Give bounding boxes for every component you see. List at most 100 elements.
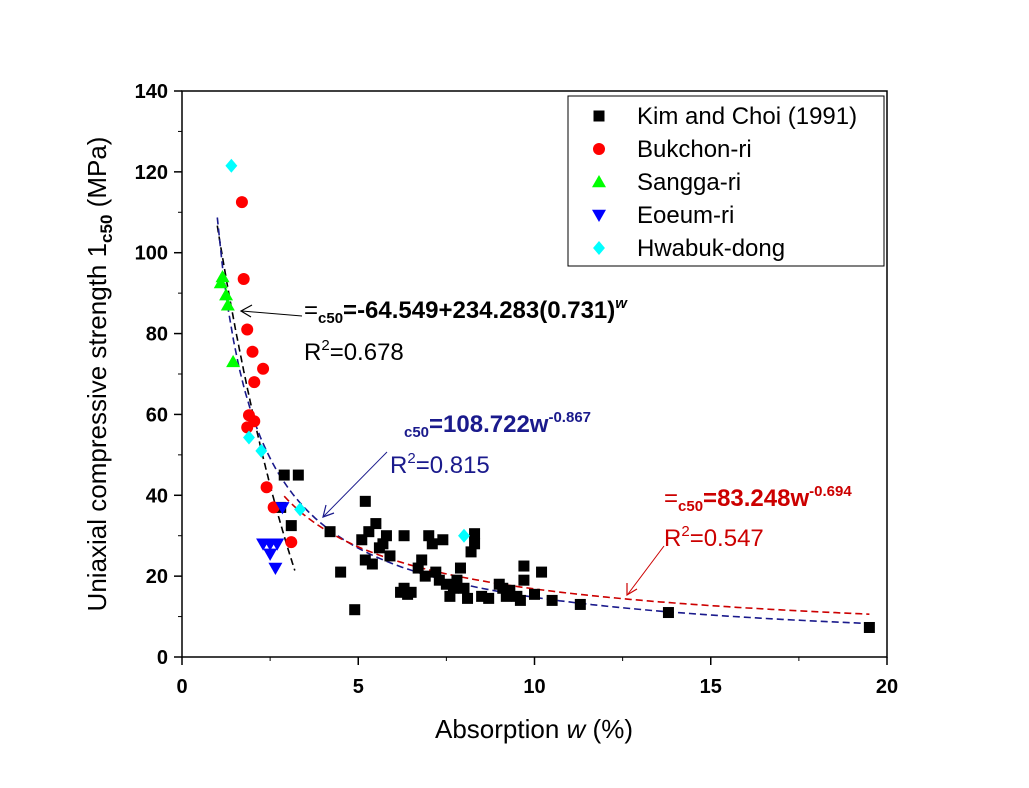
fit-blue-curve [216, 217, 870, 625]
data-point [292, 469, 304, 481]
legend-item: Kim and Choi (1991) [593, 103, 857, 130]
x-tick-label: 5 [353, 676, 364, 698]
y-tick-label: 140 [135, 81, 168, 103]
eq-blue-arrowhead [322, 504, 335, 518]
eq-red-arrowhead [626, 583, 638, 597]
data-point [426, 538, 438, 550]
data-point [380, 530, 392, 542]
legend-label: Hwabuk-dong [637, 235, 785, 262]
data-point [268, 562, 283, 576]
data-point [267, 501, 280, 514]
x-axis-ticks: 0 5 10 15 20 [176, 657, 898, 698]
legend-label: Bukchon-ri [637, 136, 752, 163]
legend-item: Hwabuk-dong [593, 235, 785, 262]
data-point [335, 566, 347, 578]
x-tick-label: 15 [700, 676, 722, 698]
legend-label: Kim and Choi (1991) [637, 103, 857, 130]
series-1 [235, 196, 298, 549]
legend-marker [593, 241, 605, 255]
data-point [398, 530, 410, 542]
y-tick-label: 120 [135, 162, 168, 184]
series-2 [213, 269, 241, 368]
y-tick-label: 100 [135, 243, 168, 265]
data-point [529, 588, 540, 600]
data-point [215, 269, 230, 283]
eq-black-arrow [241, 310, 303, 317]
y-axis-title: Uniaxial compressive strength 1c50 (MPa) [82, 137, 116, 612]
data-point [356, 534, 368, 546]
legend-label: Sangga-ri [637, 169, 741, 196]
legend-item: Bukchon-ri [593, 136, 752, 163]
data-point [241, 323, 254, 336]
legend-item: Eoeum-ri [592, 202, 734, 229]
legend-item: Sangga-ri [592, 169, 741, 196]
legend-marker [593, 110, 605, 122]
legend-box [567, 95, 885, 267]
data-point [500, 590, 512, 602]
data-point [476, 590, 488, 602]
data-point [294, 502, 307, 517]
series-4 [225, 158, 470, 543]
data-point [384, 550, 396, 562]
data-point [465, 546, 477, 558]
eq-red-formula: =c50=83.248w-0.694 [664, 483, 852, 515]
annotations: =c50=-64.549+234.283(0.731)w R2=0.678 c5… [239, 295, 852, 597]
y-tick-label: 20 [146, 566, 168, 588]
data-point [469, 528, 481, 540]
data-point [546, 594, 558, 606]
data-point [255, 443, 268, 458]
data-point [359, 495, 371, 507]
data-point [458, 528, 470, 543]
data-point [469, 538, 481, 550]
data-point [419, 570, 431, 582]
x-tick-label: 20 [876, 676, 898, 698]
data-point [359, 554, 371, 566]
data-point [398, 582, 410, 594]
data-point [504, 584, 516, 596]
y-tick-label: 40 [146, 485, 168, 507]
data-point [260, 481, 273, 494]
data-point [412, 562, 424, 574]
data-point [324, 526, 336, 538]
y-tick-label: 0 [157, 647, 168, 669]
data-point [863, 621, 875, 633]
y-tick-label: 80 [146, 324, 168, 346]
data-points [213, 158, 875, 633]
data-point [275, 502, 290, 515]
data-point [270, 538, 285, 551]
data-point [237, 272, 250, 285]
data-point [363, 526, 375, 538]
eq-red-r2: R2=0.547 [664, 523, 764, 552]
legend: Kim and Choi (1991) Bukchon-ri Sangga-ri Eo… [592, 103, 857, 262]
eq-black-formula: =c50=-64.549+234.283(0.731)w [304, 295, 628, 327]
data-point [518, 560, 530, 572]
fit-lines [216, 217, 870, 625]
fit-black-curve [216, 225, 296, 571]
data-point [248, 376, 261, 389]
data-point [423, 530, 435, 542]
data-point [444, 590, 456, 602]
data-point [662, 607, 674, 619]
data-point [518, 574, 530, 586]
series-0 [275, 469, 875, 633]
data-point [366, 558, 378, 570]
data-point [226, 354, 241, 368]
data-point [220, 298, 235, 311]
series-3 [256, 502, 290, 576]
data-point [483, 592, 495, 604]
data-point [451, 574, 463, 586]
data-point [349, 604, 361, 616]
data-point [454, 562, 466, 574]
data-point [433, 574, 445, 586]
data-point [497, 582, 509, 594]
legend-marker [593, 143, 605, 155]
data-point [440, 578, 452, 590]
eq-blue-r2: R2=0.815 [390, 450, 490, 479]
data-point [263, 548, 278, 561]
data-point [370, 518, 382, 530]
data-point [225, 158, 238, 173]
y-tick-label: 60 [146, 404, 168, 426]
data-point [514, 594, 526, 606]
data-point [377, 538, 389, 550]
